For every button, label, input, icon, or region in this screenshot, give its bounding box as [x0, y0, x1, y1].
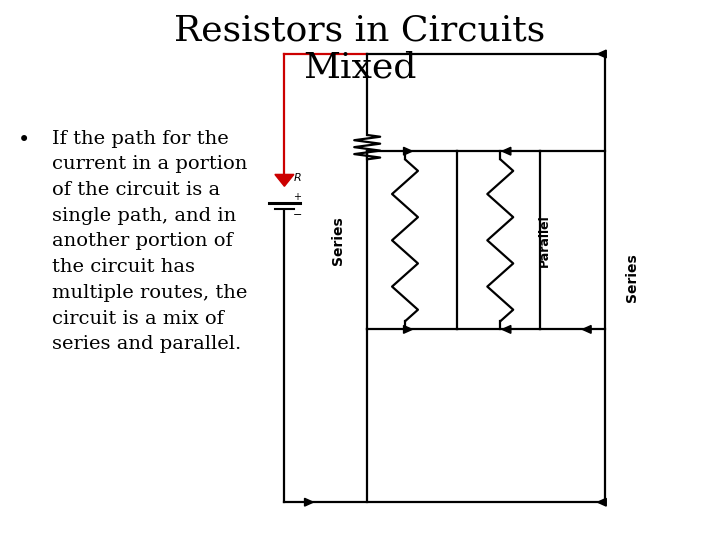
Polygon shape	[598, 50, 606, 58]
Polygon shape	[403, 326, 412, 333]
Text: Parallel: Parallel	[538, 214, 551, 267]
Text: •: •	[18, 130, 30, 150]
Polygon shape	[403, 147, 412, 155]
Polygon shape	[582, 326, 591, 333]
Text: +: +	[293, 192, 301, 202]
Text: −: −	[293, 210, 302, 220]
Polygon shape	[275, 174, 294, 186]
Text: If the path for the
current in a portion
of the circuit is a
single path, and in: If the path for the current in a portion…	[52, 130, 247, 353]
Polygon shape	[305, 498, 313, 506]
Text: Series: Series	[625, 254, 639, 302]
Polygon shape	[503, 326, 511, 333]
Polygon shape	[503, 147, 511, 155]
Text: Resistors in Circuits
Mixed: Resistors in Circuits Mixed	[174, 14, 546, 84]
Polygon shape	[598, 498, 606, 506]
Text: Series: Series	[331, 216, 346, 265]
Text: R: R	[294, 173, 302, 183]
